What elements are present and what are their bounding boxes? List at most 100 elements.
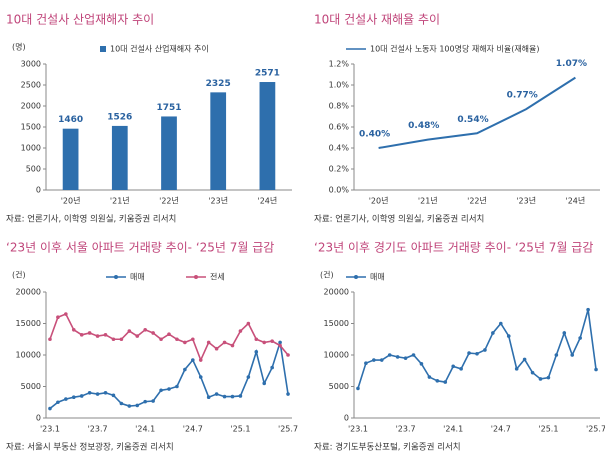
- y-tick-label: 20000: [324, 288, 349, 297]
- point: [246, 321, 251, 326]
- line: [357, 309, 597, 389]
- y-tick-label: 10000: [16, 351, 41, 360]
- point: [95, 392, 100, 396]
- point: [262, 381, 267, 386]
- point: [56, 400, 60, 405]
- legend-marker: [354, 275, 358, 279]
- y-tick-label: 5000: [21, 382, 41, 391]
- x-tick-label: '21년: [110, 196, 130, 206]
- point: [151, 331, 155, 335]
- value-label: 1.07%: [556, 59, 587, 69]
- point: [135, 403, 140, 408]
- y-tick-label: 5000: [329, 382, 349, 391]
- point: [451, 364, 455, 369]
- value-label: 2571: [255, 69, 280, 79]
- chart-title: ‘23년 이후 경기도 아파트 거래량 추이- ‘25년 7월 급감: [314, 241, 593, 255]
- point: [278, 340, 282, 345]
- legend-marker: [194, 275, 198, 279]
- point: [499, 321, 503, 326]
- point: [491, 331, 495, 335]
- point: [443, 380, 448, 384]
- chart-title: 10대 건설사 산업재해자 추이: [6, 13, 154, 27]
- x-tick-label: '25.7: [278, 425, 298, 434]
- point: [459, 367, 463, 371]
- y-tick-label: 0.4%: [329, 144, 350, 153]
- point: [522, 357, 527, 362]
- legend-swatch: [100, 46, 106, 52]
- y-tick-label: 1.0%: [329, 81, 350, 90]
- point: [167, 387, 171, 391]
- point: [230, 343, 235, 348]
- point: [64, 312, 68, 316]
- y-tick-label: 15000: [324, 319, 349, 328]
- point: [530, 370, 535, 375]
- point: [286, 392, 290, 396]
- value-label: 1526: [107, 112, 132, 122]
- x-tick-label: '23.1: [40, 425, 60, 434]
- source: 자료: 언론기사, 이학영 의원실, 키움증권 리서치: [6, 214, 176, 225]
- point: [403, 356, 408, 360]
- point: [64, 397, 68, 401]
- x-tick-label: '24년: [566, 196, 586, 206]
- y-tick-label: 1000: [21, 144, 41, 153]
- line: [49, 313, 289, 363]
- y-tick-label: 1500: [21, 123, 41, 132]
- point: [79, 333, 84, 337]
- y-tick-label: 10000: [324, 351, 349, 360]
- point: [214, 346, 219, 351]
- point: [514, 367, 519, 371]
- y-tick-label: 20000: [16, 288, 41, 297]
- point: [379, 358, 384, 362]
- bar: [161, 116, 177, 190]
- chart-title: ‘23년 이후 서울 아파트 거래량 추이- ‘25년 7월 급감: [6, 241, 274, 255]
- y-tick-label: 0.0%: [329, 186, 350, 195]
- point: [48, 337, 52, 342]
- y-tick-label: 0.2%: [329, 165, 350, 174]
- point: [103, 333, 108, 337]
- y-axis-label: (건): [320, 270, 334, 280]
- point: [79, 394, 84, 398]
- x-tick-label: '20년: [61, 196, 81, 206]
- x-tick-label: '24.1: [135, 425, 155, 434]
- point: [586, 307, 590, 312]
- y-tick-label: 0: [36, 414, 41, 423]
- point: [87, 331, 92, 335]
- point: [238, 394, 243, 398]
- x-tick-label: '22년: [159, 196, 179, 206]
- point: [467, 351, 471, 355]
- point: [159, 388, 163, 393]
- point: [87, 391, 92, 395]
- point: [286, 353, 290, 357]
- x-tick-label: '24.1: [443, 425, 463, 434]
- y-tick-label: 2500: [21, 81, 41, 90]
- legend-label: 매매: [370, 273, 385, 282]
- line: [378, 76, 576, 149]
- x-tick-label: '23.1: [348, 425, 368, 434]
- source: 자료: 언론기사, 이학영 의원실, 키움증권 리서치: [314, 214, 484, 225]
- point: [159, 337, 163, 342]
- point: [143, 328, 147, 332]
- y-axis-label: (건): [12, 270, 26, 280]
- value-label: 0.40%: [359, 130, 390, 140]
- point: [191, 337, 195, 342]
- chart-title: 10대 건설사 재해율 추이: [314, 13, 440, 27]
- x-tick-label: '25.1: [538, 425, 558, 434]
- bar: [259, 82, 276, 190]
- point: [183, 367, 187, 372]
- point: [119, 401, 124, 406]
- value-label: 1751: [156, 103, 181, 113]
- bar: [62, 128, 79, 190]
- value-label: 2325: [206, 79, 231, 89]
- point: [143, 399, 147, 404]
- legend-label: 10대 건설사 산업재해자 추이: [110, 44, 209, 54]
- point: [56, 315, 60, 320]
- point: [71, 328, 76, 332]
- point: [419, 362, 424, 366]
- point: [246, 375, 251, 379]
- x-tick-label: '25.7: [586, 425, 605, 434]
- point: [111, 393, 116, 398]
- point: [103, 391, 108, 395]
- point: [214, 392, 219, 396]
- value-label: 1460: [58, 115, 83, 125]
- point: [127, 404, 132, 408]
